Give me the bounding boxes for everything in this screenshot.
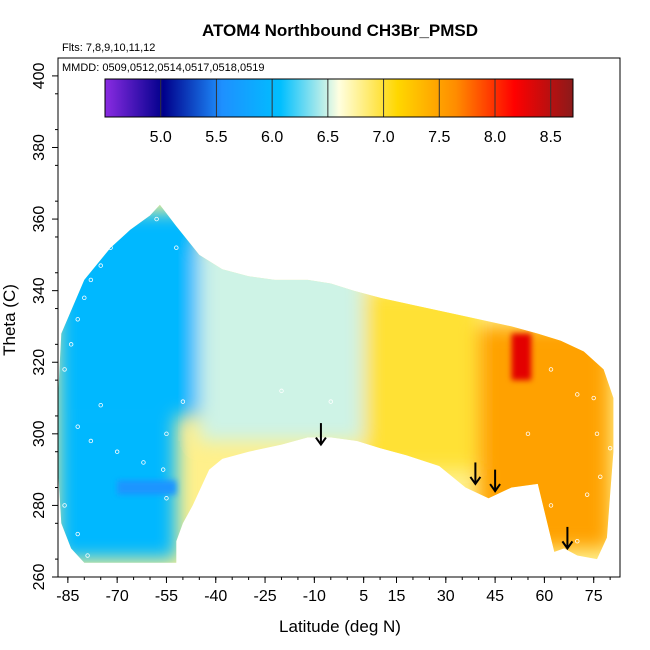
y-tick-label: 300 [31,420,48,447]
colorbar-tick-labels: 5.0 5.5 6.0 6.5 7.0 7.5 8.0 8.5 [150,129,562,146]
y-tick-label: 400 [31,62,48,89]
sample-point [598,474,603,479]
x-axis-label: Latitude (deg N) [279,617,401,636]
colorbar-gradient [105,79,573,117]
field-region-southern-deep-blue-streak [117,480,177,495]
field-region-northern-red-peak [511,333,532,381]
sample-point [548,503,554,508]
x-tick-label: -85 [56,588,79,605]
sample-point [328,399,333,404]
sample-point [68,342,74,347]
sample-point [98,402,103,408]
flights-note: Flts: 7,8,9,10,11,12 [62,42,155,54]
down-arrow-icon [315,423,327,447]
y-tick-label: 360 [31,206,48,233]
x-axis: -85 -70 -55 -40 -25 -10 5 15 30 45 60 75 [56,577,611,605]
sample-point [62,367,67,372]
down-arrow-icon [561,526,574,551]
sample-point [164,431,169,437]
down-arrow-icon [469,462,482,486]
colorbar-dividers [160,79,552,117]
chart-title: ATOM4 Northbound CH3Br_PMSD [202,21,478,40]
sample-point [75,531,80,537]
colorbar: 5.0 5.5 6.0 6.5 7.0 7.5 8.0 8.5 [104,78,574,146]
plot-box [57,57,621,578]
field-region-northern-yellow [478,326,611,549]
y-tick-label: 320 [31,349,48,376]
sample-point [584,492,590,497]
sample-point [114,449,120,454]
colorbar-tick-label: 8.5 [540,129,562,146]
down-arrow-icon [489,469,501,493]
y-axis-label: Theta (C) [0,284,19,356]
arrows [315,423,574,551]
x-tick-label: 45 [486,588,504,605]
sample-point [108,245,113,250]
field-region-midlat-light-blue [199,247,364,441]
sample-point [75,317,80,322]
sample-point [594,431,600,437]
x-tick-label: 30 [437,588,455,605]
x-tick-label: 75 [585,588,603,605]
y-tick-label: 380 [31,134,48,161]
y-tick-label: 260 [31,564,48,591]
sample-point [114,231,120,236]
colorbar-tick-label: 6.0 [261,129,283,146]
colorbar-tick-label: 8.0 [484,129,506,146]
sample-point [141,209,146,215]
sample-point [88,438,94,444]
sample-point [124,224,130,229]
x-tick-label: 5 [359,588,368,605]
sample-point [141,460,146,465]
sample-point [82,295,87,301]
sample-point [88,277,94,283]
y-axis: 260 280 300 320 340 360 380 400 [31,62,58,590]
colorbar-tick-label: 5.0 [150,129,172,146]
x-tick-label: -70 [106,588,129,605]
x-tick-label: -40 [204,588,227,605]
data-field [58,204,614,563]
sample-point [164,496,169,501]
colorbar-tick-label: 6.5 [317,129,339,146]
x-tick-label: -25 [253,588,276,605]
sample-point [75,424,80,429]
sample-point [525,431,531,437]
sample-point [98,263,103,268]
colorbar-tick-label: 5.5 [205,129,227,146]
colorbar-tick-label: 7.0 [372,129,394,146]
sample-point [62,503,67,508]
sample-point [575,539,580,544]
sample-point [591,395,596,401]
sample-point [575,392,580,397]
dates-note: MMDD: 0509,0512,0514,0517,0518,0519 [62,62,264,74]
x-tick-label: 60 [536,588,554,605]
field-region-southern-high-blue [58,211,200,416]
y-tick-label: 340 [31,277,48,304]
sample-points [62,209,613,558]
sample-point [279,388,284,394]
x-tick-label: 15 [388,588,406,605]
sample-point [160,467,166,472]
sample-point [548,367,554,372]
sample-point [180,399,186,404]
field-region-tropical-pale-yellow [363,290,479,470]
sample-point [154,216,159,222]
colorbar-tick-label: 7.5 [428,129,450,146]
sample-point [561,553,567,558]
y-tick-label: 280 [31,492,48,519]
sample-point [85,553,90,558]
x-tick-label: -55 [155,588,178,605]
sample-point [607,445,613,451]
x-tick-label: -10 [303,588,326,605]
sample-point [174,245,179,250]
colorbar-frame [104,78,574,118]
